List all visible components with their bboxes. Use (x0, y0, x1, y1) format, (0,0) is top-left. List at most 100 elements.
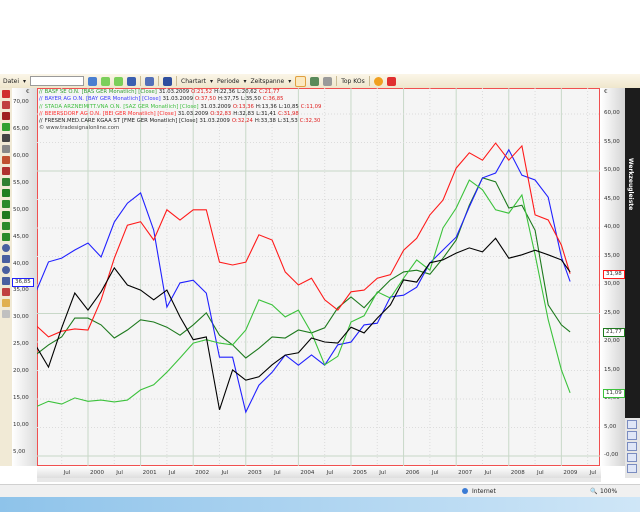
rectangle-icon[interactable] (2, 255, 10, 263)
x-tick-label: 2004 (300, 470, 315, 476)
left-price-axis: € 70,00 65,00 60,00 55,00 50,00 45,00 40,00 35,… (12, 88, 37, 466)
taskbar (0, 497, 640, 512)
left-tick-label: 10,00 (13, 422, 29, 429)
series-icon: // (39, 110, 43, 117)
left-tick-label: 60,00 (13, 152, 29, 159)
right-tick-label: 30,00 (604, 281, 620, 287)
magnet-icon[interactable] (2, 288, 10, 296)
line-tool-icon[interactable] (2, 90, 10, 98)
last-value-marker: 31,98 (603, 269, 625, 279)
legend-info: [FME GER Monatlich] [Close] (121, 118, 198, 125)
period-menu[interactable]: Periode (217, 77, 240, 85)
legend-date: 31.03.2009 (177, 110, 209, 117)
x-tick-label: 2007 (458, 470, 473, 476)
right-tick-label: 40,00 (604, 224, 620, 230)
legend-entry[interactable]: //BEIERSDORF AG O.N. [BEI GER Monatlich] … (39, 111, 323, 118)
vertical-line-icon[interactable] (2, 145, 10, 153)
x-tick-label: Jul (326, 470, 334, 476)
fibonacci-icon[interactable] (2, 112, 10, 120)
zoom-icon[interactable] (310, 76, 320, 86)
top-kos-button[interactable]: Top KOs (341, 77, 365, 85)
security-zone: Internet (472, 488, 496, 495)
text-tool-icon[interactable] (2, 134, 10, 142)
right-tick-label: 10,00 (604, 395, 620, 401)
levels-icon[interactable] (2, 189, 10, 197)
help-icon[interactable] (373, 76, 383, 86)
legend-open: O:32,83 (210, 110, 232, 117)
chart-legend: //BASF SE O.N. [BAS GER Monatlich] [Close… (39, 89, 323, 133)
legend-name: BAYER AG O.N. (44, 96, 84, 103)
sigma-icon[interactable] (627, 464, 637, 473)
search-icon[interactable] (88, 76, 98, 86)
ellipse-icon[interactable] (2, 244, 10, 252)
indicator-icon[interactable] (627, 442, 637, 451)
x-tick-label: Jul (63, 470, 71, 476)
x-tick-label: Jul (379, 470, 386, 476)
window-icon[interactable] (627, 420, 637, 429)
timespan-menu[interactable]: Zeitspanne (250, 77, 285, 85)
cursor-icon[interactable] (295, 75, 307, 87)
legend-entry[interactable]: //FRESEN.MED.CARE KGAA ST [FME GER Monatl… (39, 118, 323, 125)
chart-window-icon[interactable] (163, 76, 173, 86)
back-arrow-icon[interactable] (101, 76, 111, 86)
shape-icon[interactable] (2, 277, 10, 285)
refresh-icon[interactable] (127, 76, 137, 86)
x-tick-label: Jul (537, 470, 544, 476)
legend-name: BEIERSDORF AG O.N. (44, 110, 101, 117)
time-axis: Jul 2000 Jul 2001 Jul 2002 Jul 2003 Jul 2004 Jul 20… (37, 466, 601, 478)
eraser-icon[interactable] (2, 310, 10, 318)
left-tick-label: 30,00 (13, 314, 29, 321)
bull-bear-icon[interactable] (627, 453, 637, 462)
parallel-lines-icon[interactable] (2, 101, 10, 109)
right-tick-label: 15,00 (604, 366, 620, 373)
legend-entry[interactable]: //BAYER AG O.N. [BAY GER Monatlich] [Clos… (39, 96, 323, 103)
chart-svg (37, 88, 600, 466)
flag-icon[interactable] (386, 76, 396, 86)
last-value-marker: 11,09 (603, 388, 625, 398)
legend-close: C:21,77 (259, 89, 280, 95)
legend-date: 31.03.2009 (199, 118, 230, 125)
zoom-level[interactable]: 100% (600, 488, 618, 495)
toolbox-panel[interactable]: Werkzeugleiste (625, 88, 640, 418)
wave-icon[interactable] (2, 222, 10, 230)
x-tick-label: 2001 (142, 470, 157, 476)
forward-arrow-icon[interactable] (114, 76, 124, 86)
x-tick-label: 2008 (510, 470, 525, 476)
watermark: © www.tradesignalonline.com (39, 125, 120, 132)
legend-info: [BEI GER Monatlich] [Close] (102, 110, 176, 117)
arc-icon[interactable] (2, 233, 10, 241)
note-icon[interactable] (627, 431, 637, 440)
chart-type-menu[interactable]: Chartart (181, 77, 207, 85)
arrow-tool-icon[interactable] (2, 123, 10, 131)
right-tick-label: 20,00 (604, 338, 620, 344)
file-menu[interactable]: Datei (3, 77, 20, 85)
bars-icon[interactable] (2, 211, 10, 219)
legend-low: L:31,41 (256, 110, 277, 117)
crosshair-icon[interactable] (323, 76, 333, 86)
series-icon: // (39, 89, 43, 95)
legend-entry[interactable]: //BASF SE O.N. [BAS GER Monatlich] [Close… (39, 89, 323, 96)
trend-icon[interactable] (2, 167, 10, 175)
currency-label: € (604, 89, 608, 95)
series-line-0 (37, 177, 571, 359)
pitchfork-icon[interactable] (2, 178, 10, 186)
grid-icon[interactable] (2, 200, 10, 208)
right-tick-label: 60,00 (604, 110, 620, 116)
last-value-marker: 36,85 (12, 277, 34, 287)
x-tick-label: Jul (274, 470, 281, 476)
legend-close: C:31,98 (278, 110, 299, 117)
legend-date: 31.03.2009 (158, 89, 190, 95)
series-line-3 (37, 142, 571, 338)
symbol-search-input[interactable] (30, 76, 85, 86)
right-tick-label: 50,00 (604, 167, 620, 173)
circle-icon[interactable] (2, 266, 10, 274)
horizontal-scrollbar[interactable] (37, 478, 601, 482)
legend-entry[interactable]: //STADA ARZNEIMITT.VNA O.N. [SAZ GER Mona… (39, 104, 323, 111)
legend-close: C:36,85 (262, 96, 284, 103)
chart-plot-area[interactable] (37, 88, 600, 466)
x-tick-label: Jul (221, 470, 229, 476)
legend-low: L:20,62 (237, 89, 258, 95)
save-icon[interactable] (145, 76, 155, 86)
channel-icon[interactable] (2, 156, 10, 164)
pen-icon[interactable] (2, 299, 10, 307)
